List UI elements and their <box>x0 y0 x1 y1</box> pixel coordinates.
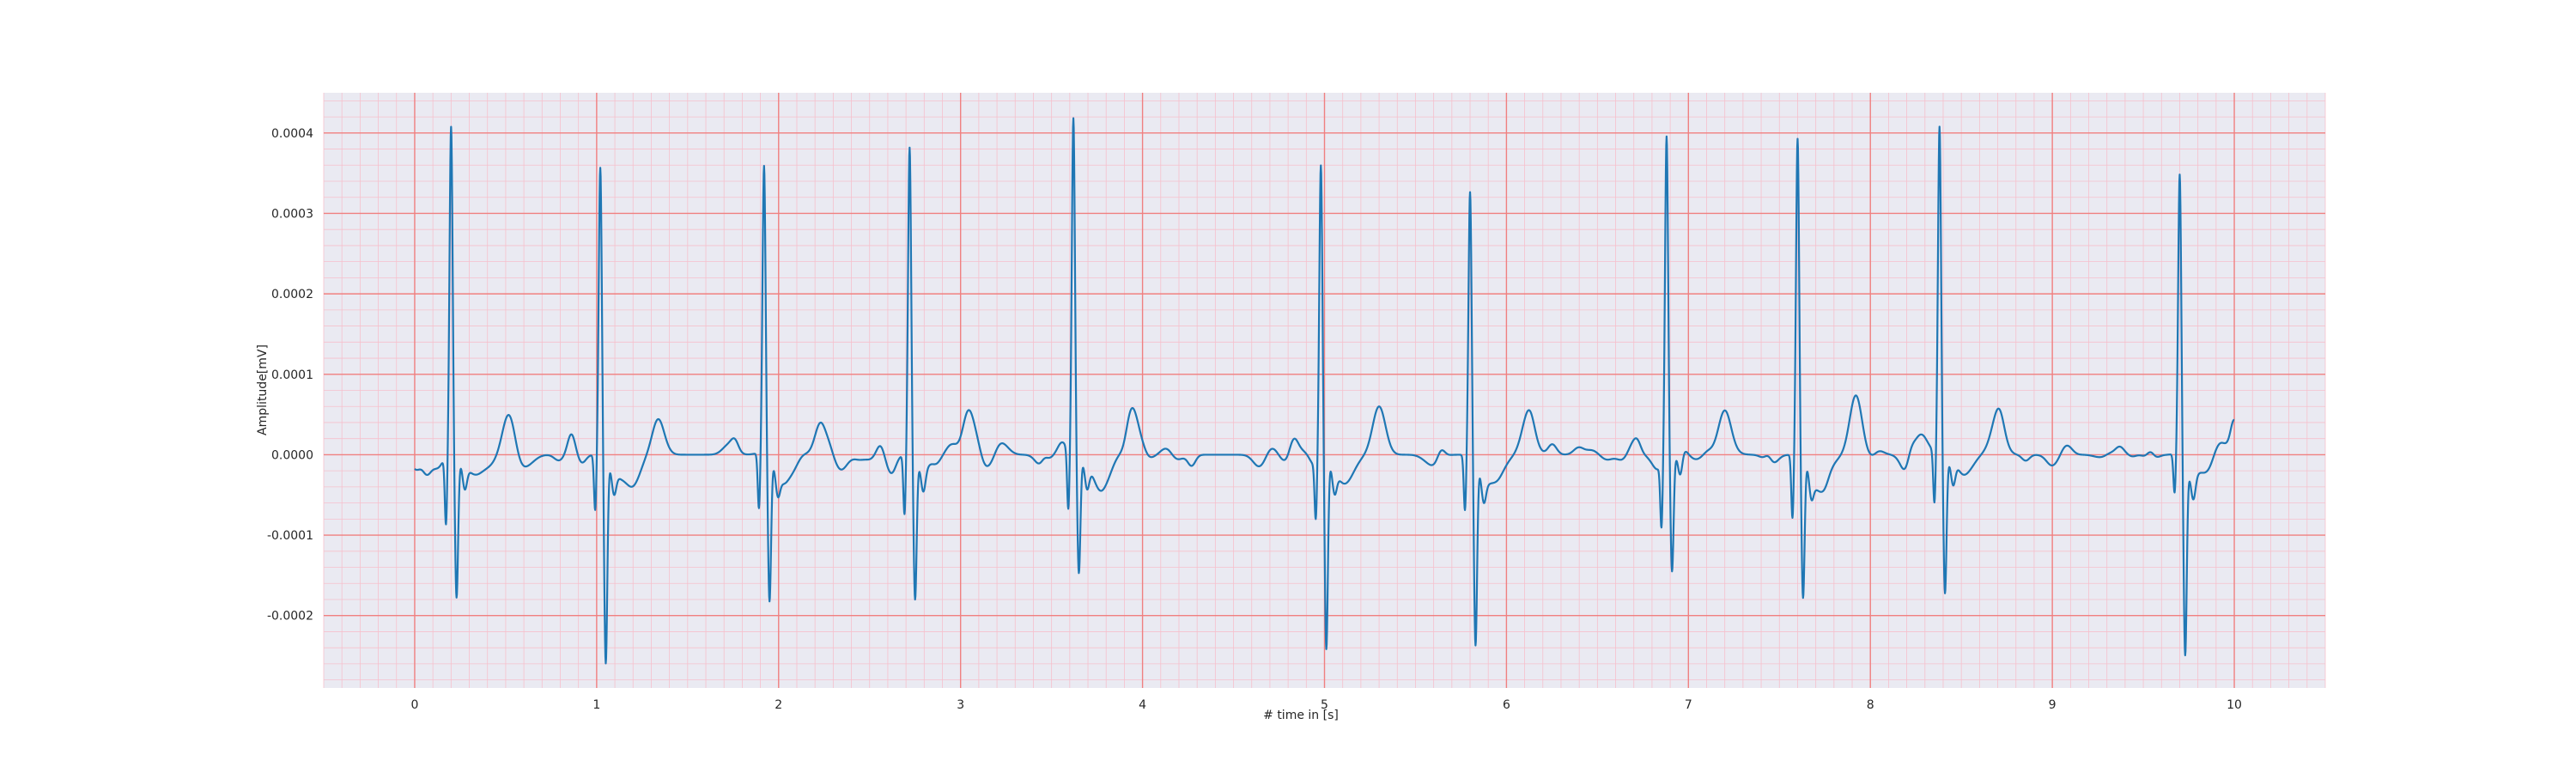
y-tick-label: 0.0002 <box>271 288 313 301</box>
ecg-series-line <box>414 117 2235 665</box>
y-tick-label: 0.0001 <box>271 368 313 382</box>
y-tick-label: 0.0003 <box>271 207 313 221</box>
x-tick-label: 10 <box>2227 698 2242 712</box>
x-axis-label: # time in [s] <box>1263 709 1339 722</box>
y-tick-label: -0.0001 <box>267 529 313 543</box>
x-tick-label: 2 <box>775 698 782 712</box>
y-tick-label: 0.0000 <box>271 448 313 462</box>
x-tick-label: 5 <box>1321 698 1328 712</box>
y-tick-label: -0.0002 <box>267 610 313 624</box>
x-tick-label: 7 <box>1685 698 1692 712</box>
y-tick-label: 0.0004 <box>271 127 313 141</box>
x-tick-label: 0 <box>410 698 418 712</box>
x-tick-label: 3 <box>957 698 964 712</box>
x-tick-label: 9 <box>2049 698 2057 712</box>
x-tick-label: 4 <box>1139 698 1146 712</box>
x-tick-label: 1 <box>592 698 600 712</box>
x-tick-label: 6 <box>1503 698 1510 712</box>
x-tick-labels: 0 1 2 3 4 5 6 7 8 9 10 <box>410 698 2241 712</box>
x-tick-label: 8 <box>1867 698 1874 712</box>
y-tick-labels: -0.0002 -0.0001 0.0000 0.0001 0.0002 0.0003 0.… <box>267 127 313 624</box>
y-axis-label: Amplitude[mV] <box>256 344 270 435</box>
